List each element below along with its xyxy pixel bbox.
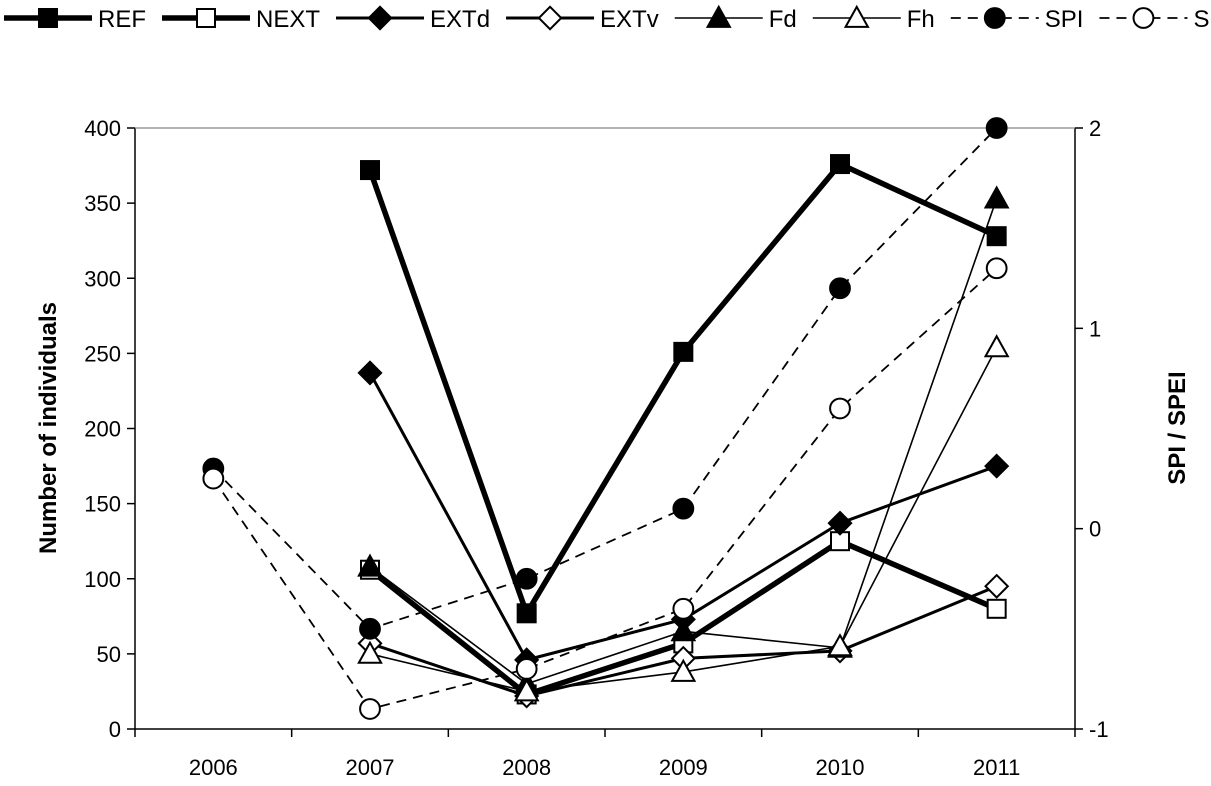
legend: REF NEXT EXTd EXTv Fd Fh SPI SPEI xyxy=(4,4,1211,33)
data-point-spi xyxy=(985,117,1008,139)
y-tick-label: 150 xyxy=(84,492,121,517)
data-point-fd xyxy=(670,618,697,642)
series-spei xyxy=(202,257,1008,720)
data-point-spi xyxy=(359,617,381,640)
data-point-fh xyxy=(513,678,540,702)
data-point-spei xyxy=(672,597,695,620)
data-point-ref xyxy=(516,603,537,624)
legend-label: EXTd xyxy=(430,6,490,33)
legend-item-spi: SPI xyxy=(950,6,1084,33)
y2-tick-label: 0 xyxy=(1089,517,1101,542)
data-point-spi xyxy=(829,277,851,300)
series-line-spi xyxy=(212,127,998,630)
legend-marker xyxy=(705,4,732,28)
y-tick-label: 100 xyxy=(84,567,121,592)
legend-item-extd: EXTd xyxy=(336,5,490,33)
legend-label: NEXT xyxy=(256,6,320,33)
data-point-extv xyxy=(984,573,1010,599)
legend-item-extv: EXTv xyxy=(506,5,659,33)
x-tick-label: 2009 xyxy=(659,755,708,780)
legend-label: REF xyxy=(98,6,146,33)
data-point-next xyxy=(986,598,1007,619)
data-point-fh xyxy=(827,633,853,657)
legend-marker xyxy=(1132,7,1155,29)
legend-item-fh: Fh xyxy=(812,4,935,33)
legend-marker xyxy=(537,5,563,31)
data-point-fh xyxy=(357,640,383,664)
y-tick-label: 0 xyxy=(109,717,121,742)
legend-label: SPEI xyxy=(1193,6,1211,33)
y-tick-label: 50 xyxy=(97,642,121,667)
y2-tick-label: 2 xyxy=(1089,116,1101,141)
axes: 0 50 100 150 200 250 300 350 400 -1 0 1 2 2006 2007 200… xyxy=(84,116,1108,780)
series xyxy=(202,117,1010,720)
data-point-fh xyxy=(670,658,697,682)
legend-label: Fd xyxy=(769,6,797,33)
legend-marker xyxy=(38,8,58,28)
y2-axis-title: SPI / SPEI xyxy=(1164,371,1191,484)
legend-marker xyxy=(367,5,393,31)
legend-item-ref: REF xyxy=(4,6,146,33)
series-fh xyxy=(357,334,1010,702)
data-point-spei xyxy=(515,658,538,680)
data-point-spei xyxy=(202,467,225,490)
legend-label: Fh xyxy=(907,6,935,33)
series-ref xyxy=(360,154,1007,624)
legend-item-next: NEXT xyxy=(162,6,320,33)
data-point-spi xyxy=(515,567,538,590)
legend-marker xyxy=(983,7,1006,29)
data-point-ref xyxy=(986,226,1007,247)
legend-label: EXTv xyxy=(600,6,659,33)
data-point-ref xyxy=(673,341,694,362)
y-tick-label: 400 xyxy=(84,116,121,141)
data-point-spi xyxy=(672,497,695,520)
x-tick-label: 2007 xyxy=(346,755,395,780)
data-point-spei xyxy=(985,257,1008,280)
x-tick-label: 2008 xyxy=(502,755,551,780)
legend-item-spei: SPEI xyxy=(1099,6,1211,33)
y2-tick-label: 1 xyxy=(1089,316,1101,341)
data-point-fd xyxy=(357,553,383,577)
data-point-ref xyxy=(360,160,380,181)
x-tick-label: 2011 xyxy=(973,755,1020,780)
legend-marker xyxy=(843,4,870,28)
y-tick-label: 200 xyxy=(84,417,121,442)
data-point-spei xyxy=(829,397,851,420)
legend-item-fd: Fd xyxy=(674,4,797,33)
y-axis-title: Number of individuals xyxy=(35,302,62,554)
y-tick-label: 350 xyxy=(84,191,121,216)
data-point-ref xyxy=(830,154,850,175)
legend-marker xyxy=(196,8,216,28)
x-tick-label: 2006 xyxy=(189,755,238,780)
y2-tick-label: -1 xyxy=(1089,717,1109,742)
data-point-extd xyxy=(827,510,853,536)
data-point-extd xyxy=(984,453,1010,479)
data-point-fd xyxy=(983,185,1010,209)
data-point-fh xyxy=(983,334,1010,358)
y-tick-label: 300 xyxy=(84,266,121,291)
legend-label: SPI xyxy=(1045,6,1084,33)
data-point-extd xyxy=(357,360,383,386)
x-tick-label: 2010 xyxy=(816,755,865,780)
y-tick-label: 250 xyxy=(84,341,121,366)
data-point-spei xyxy=(359,698,381,720)
